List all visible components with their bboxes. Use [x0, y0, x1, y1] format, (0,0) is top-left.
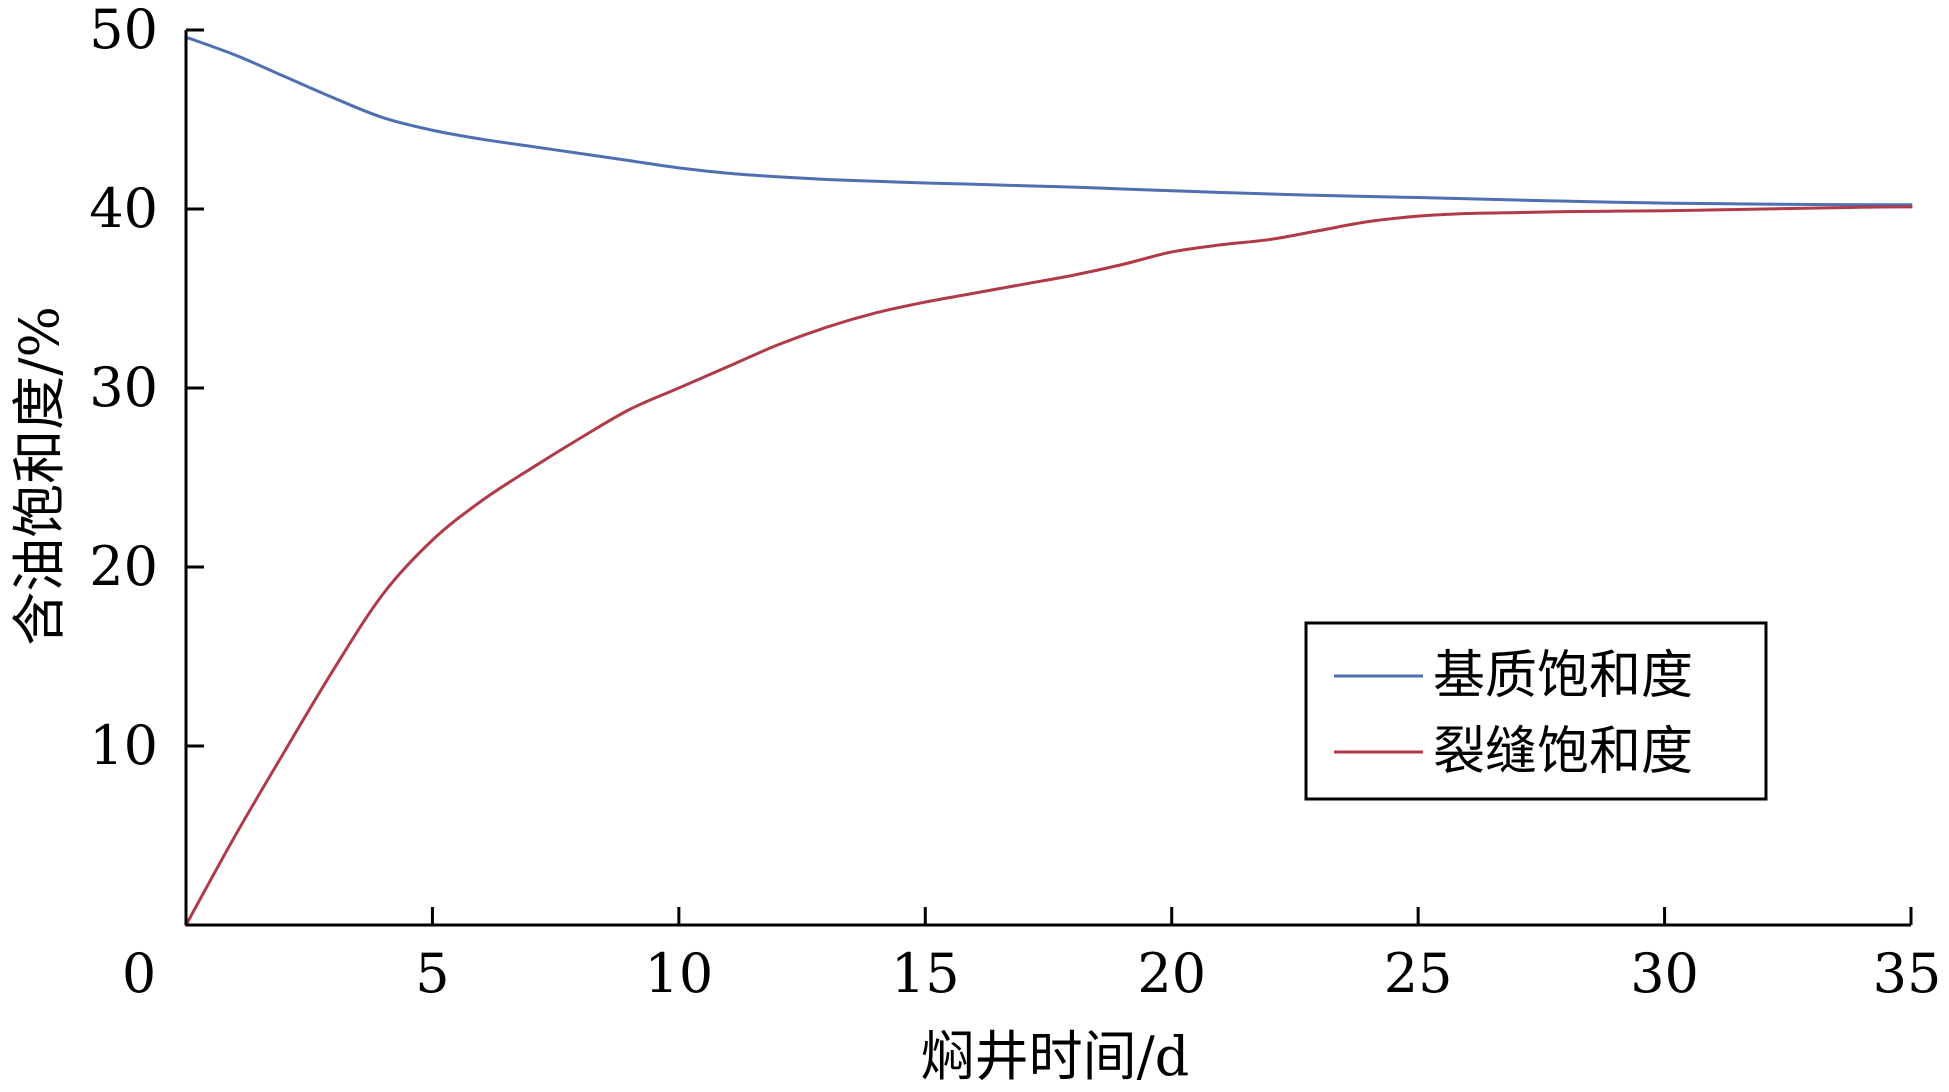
- axes: 10 20 30 40 50 0 5 10 15 20 25 30 35: [89, 0, 1941, 1005]
- y-tick-label-50: 50: [89, 0, 158, 61]
- y-axis-label: 含油饱和度/%: [8, 306, 71, 646]
- y-tick-label-10: 10: [89, 714, 158, 777]
- series-fracture-saturation: [184, 205, 1913, 927]
- legend-box: [1304, 621, 1768, 801]
- x-tick-label-0: 0: [122, 942, 156, 1005]
- x-tick-label-15: 15: [891, 942, 960, 1005]
- x-tick-label-5: 5: [415, 942, 449, 1005]
- legend: 基质饱和度 裂缝饱和度: [1304, 621, 1768, 801]
- plot-area: [184, 35, 1913, 927]
- x-tick-label-25: 25: [1384, 942, 1453, 1005]
- x-tick-label-10: 10: [644, 942, 713, 1005]
- x-tick-label-20: 20: [1137, 942, 1206, 1005]
- series-line-matrix-saturation: [184, 35, 1913, 207]
- y-tick-label-20: 20: [89, 535, 158, 598]
- y-tick-label-40: 40: [89, 177, 158, 240]
- series-line-fracture-saturation: [184, 205, 1913, 927]
- x-tick-label-35: 35: [1873, 942, 1942, 1005]
- x-tick-label-30: 30: [1630, 942, 1699, 1005]
- y-tick-label-30: 30: [89, 356, 158, 419]
- legend-label-fracture-saturation: 裂缝饱和度: [1433, 722, 1693, 782]
- series-matrix-saturation: [184, 35, 1913, 207]
- legend-label-matrix-saturation: 基质饱和度: [1433, 646, 1693, 706]
- x-axis-label: 焖井时间/d: [921, 1025, 1190, 1088]
